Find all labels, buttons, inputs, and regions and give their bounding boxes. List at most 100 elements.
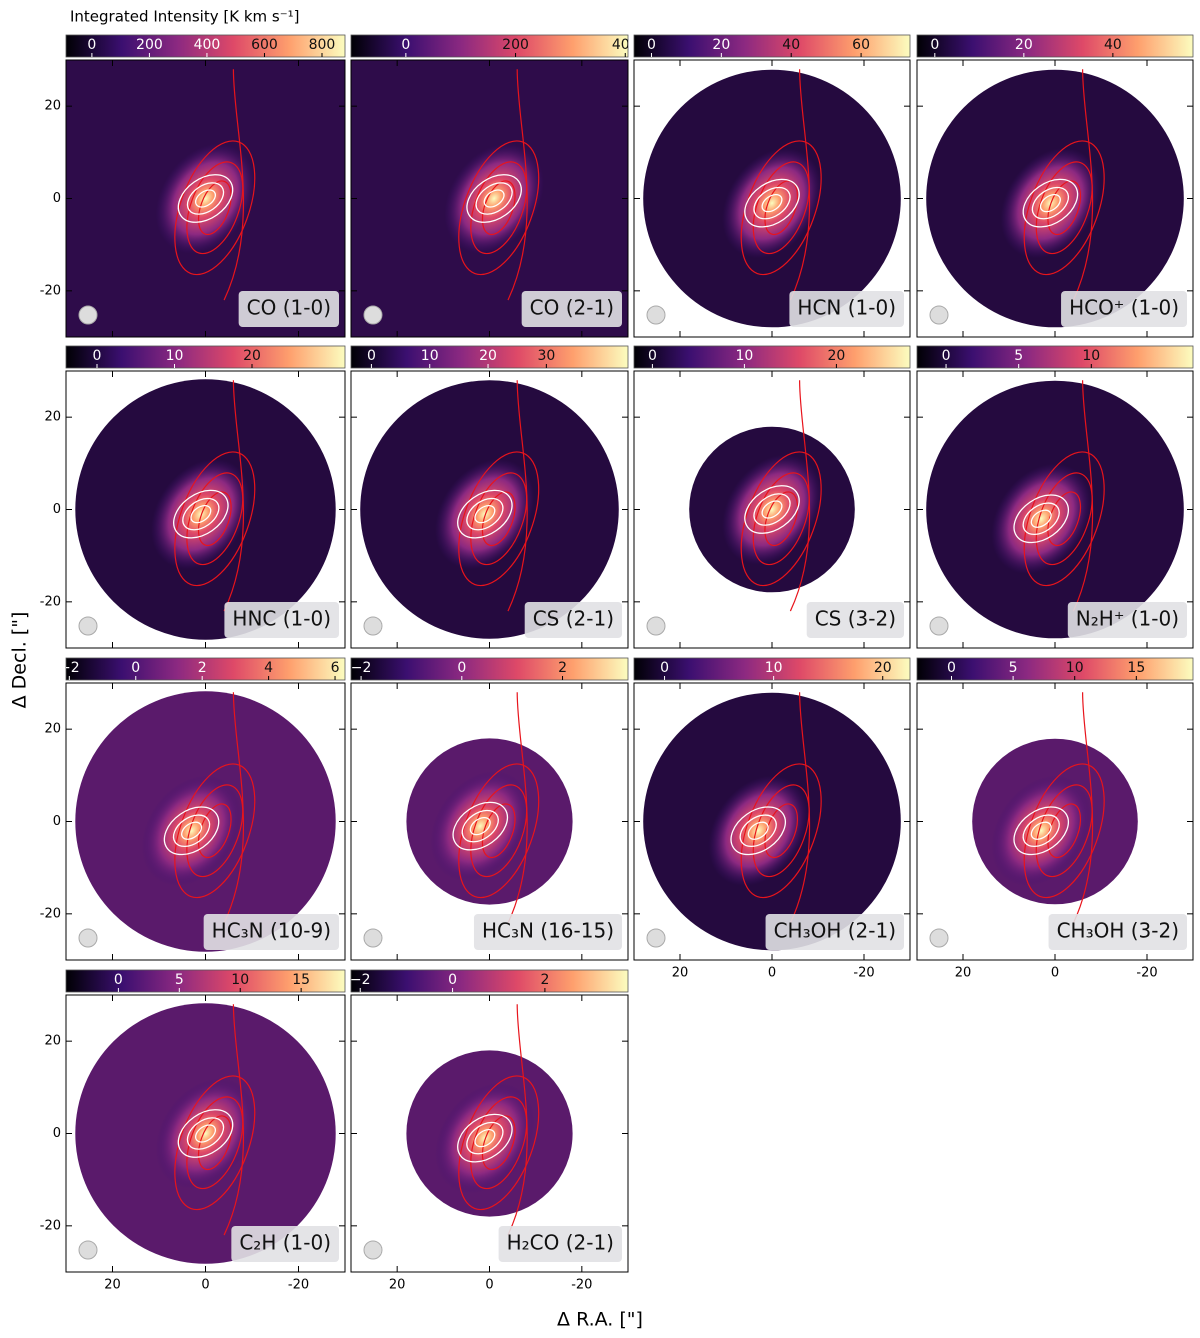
map — [929, 692, 1138, 948]
colorbar-tick-label: 2 — [540, 972, 549, 988]
white-contour — [1031, 186, 1070, 220]
label-box — [231, 1226, 339, 1262]
map — [75, 379, 336, 640]
red-contour — [752, 472, 810, 566]
red-contour — [197, 1115, 232, 1171]
emission — [444, 143, 544, 254]
red-contour — [764, 491, 799, 547]
panel-label: HNC (1-0) — [232, 607, 331, 631]
colorbar-title: Integrated Intensity [K km s⁻¹] — [70, 8, 300, 26]
beam — [646, 305, 666, 325]
colorbar-tick-label: 20 — [479, 348, 497, 364]
red-contour — [481, 180, 516, 236]
red-contour — [470, 161, 528, 255]
colorbar-ticks: 0 10 20 — [660, 660, 892, 680]
red-contour — [197, 180, 232, 236]
colorbar-tick-label: 800 — [309, 37, 336, 53]
red-contour — [1072, 69, 1094, 301]
colorbar-tick-label: 10 — [765, 660, 783, 676]
colorbar — [65, 657, 346, 681]
colorbar — [65, 345, 346, 369]
colorbar-tick-label: 0 — [947, 660, 956, 676]
white-contour — [1013, 806, 1069, 856]
y-tick-label: -20 — [40, 906, 61, 921]
colorbar-tick-label: 200 — [502, 37, 529, 53]
red-contour — [752, 161, 810, 255]
y-tick-label: 0 — [53, 191, 61, 206]
y-tick-label: -20 — [40, 1218, 61, 1233]
emission — [155, 143, 256, 254]
label-box — [521, 291, 622, 327]
colorbar-tick-label: 0 — [401, 37, 410, 53]
map — [363, 692, 573, 948]
emission — [991, 463, 1092, 574]
x-tick-label: 20 — [104, 1278, 121, 1293]
label-box — [238, 291, 339, 327]
map — [363, 1004, 573, 1260]
colorbar-tick-label: 20 — [827, 348, 845, 364]
beam — [78, 928, 98, 948]
white-contour — [177, 174, 234, 223]
colorbar-ticks: 0 20 40 — [930, 37, 1122, 57]
panel-label: CH₃OH (3-2) — [1057, 919, 1179, 943]
colorbar-ticks: 0 20 40 60 — [647, 37, 870, 57]
colorbar-ticks: −2 0 2 — [351, 660, 567, 680]
red-contour — [789, 692, 811, 924]
red-contour — [470, 784, 528, 878]
red-contour — [174, 140, 256, 276]
red-contour — [789, 380, 811, 612]
colorbar-tick-label: 0 — [930, 37, 939, 53]
beam — [363, 616, 383, 636]
x-tick-label: -20 — [853, 966, 874, 981]
colorbar-ticks: 0 5 10 15 — [114, 972, 310, 992]
map — [646, 380, 855, 636]
colorbar-tick-label: 6 — [331, 660, 340, 676]
colorbar-tick-label: 0 — [93, 348, 102, 364]
red-contour — [174, 1075, 256, 1211]
colorbar — [350, 345, 629, 369]
red-contour — [458, 1075, 540, 1211]
colorbar-tick-label: 40 — [1104, 37, 1122, 53]
x-axis-label: Δ R.A. ["] — [557, 1309, 643, 1331]
red-contour — [507, 69, 528, 301]
x-tick-label: 20 — [389, 1278, 406, 1293]
white-contour — [1030, 509, 1052, 528]
colorbar-tick-label: 20 — [1015, 37, 1033, 53]
colorbar-tick-label: 10 — [231, 972, 249, 988]
red-contour — [174, 451, 256, 587]
beam — [363, 305, 383, 325]
y-tick-label: 20 — [44, 99, 61, 114]
beam — [929, 305, 949, 325]
red-contour — [481, 1115, 516, 1171]
white-contour — [1030, 821, 1052, 840]
colorbar-tick-label: 40 — [782, 37, 800, 53]
colorbar — [633, 34, 911, 58]
colorbar-tick-label: 0 — [367, 348, 376, 364]
colorbar-tick-label: −2 — [351, 660, 372, 676]
white-contour — [177, 1109, 234, 1158]
colorbar-tick-label: 15 — [292, 972, 310, 988]
colorbar-tick-label: 0 — [448, 972, 457, 988]
map — [360, 380, 619, 639]
colorbar-ticks: 0 200 400 — [401, 37, 628, 57]
red-contour — [223, 692, 244, 924]
colorbar-tick-label: 0 — [648, 348, 657, 364]
colorbar — [633, 345, 911, 369]
colorbar-ticks: −2 0 2 4 6 — [66, 660, 340, 680]
panel-label: HC₃N (16-15) — [482, 919, 614, 943]
y-tick-label: 0 — [53, 502, 61, 517]
white-contour — [173, 489, 229, 539]
colorbar — [916, 657, 1194, 681]
colorbar-tick-label: 20 — [243, 348, 261, 364]
colorbar-ticks: 0 5 10 — [942, 348, 1100, 368]
red-contour — [223, 69, 244, 301]
white-contour — [194, 1124, 217, 1143]
x-tick-label: 20 — [955, 966, 972, 981]
white-contour — [753, 493, 791, 526]
white-contour — [474, 504, 496, 524]
white-contour — [469, 816, 491, 836]
colorbar-tick-label: 400 — [194, 37, 221, 53]
white-contour — [466, 1121, 504, 1155]
colorbar-tick-label: 2 — [198, 660, 207, 676]
x-tick-label: 20 — [672, 966, 689, 981]
